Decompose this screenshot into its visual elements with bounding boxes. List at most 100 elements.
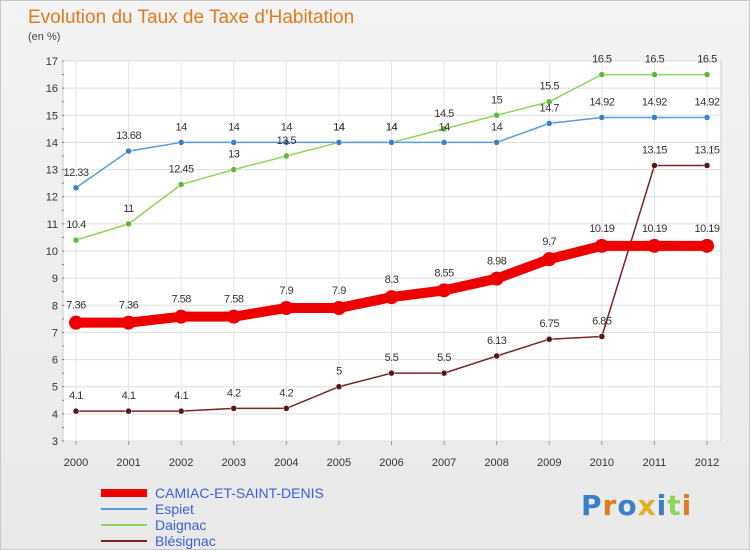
data-label: 14 [228,121,240,133]
data-point [335,139,343,146]
x-tick-label: 2006 [379,457,403,469]
data-label: 10.19 [694,223,719,235]
y-tick-label: 14 [46,137,58,149]
x-tick-label: 2007 [432,457,456,469]
legend-swatch [101,508,147,510]
data-point [384,290,399,305]
data-label: 4.1 [174,390,188,402]
data-point [125,147,132,155]
data-label: 14 [333,121,345,133]
data-label: 11 [123,203,134,215]
data-point [493,139,500,146]
data-point [598,333,606,340]
legend-swatch [101,489,147,497]
logo-letter: o [617,489,638,522]
x-tick-label: 2009 [537,457,561,469]
data-label: 7.9 [279,285,293,297]
data-point [388,139,395,146]
data-label: 13.5 [277,135,297,147]
data-label: 5 [336,366,342,378]
x-tick-label: 2005 [327,457,351,469]
data-label: 10.4 [66,219,86,231]
data-label: 5.5 [385,352,399,364]
data-label: 8.3 [385,274,399,286]
y-tick-label: 13 [46,165,58,177]
data-point [69,315,83,330]
data-label: 14 [438,121,450,133]
data-point [283,152,290,160]
data-point [703,162,711,169]
data-point [493,112,500,119]
data-point [651,71,658,78]
data-label: 6.85 [592,316,612,328]
data-label: 15.5 [540,81,560,93]
data-label: 10.19 [642,223,667,235]
data-point [388,369,395,377]
data-point [121,315,136,330]
data-point [72,407,80,415]
data-point [177,139,185,146]
data-point [72,236,80,244]
y-tick-label: 8 [52,300,58,312]
data-point [72,184,80,192]
legend-swatch [101,524,147,526]
data-point [331,301,346,315]
y-tick-label: 16 [46,83,58,95]
data-point [546,335,553,343]
data-label: 4.2 [227,387,241,399]
data-label: 14 [281,121,293,133]
legend-label: Blésignac [155,533,216,549]
data-label: 14 [491,121,503,133]
data-point [440,139,448,146]
y-tick-label: 12 [46,192,58,204]
data-point [598,114,606,121]
data-label: 10.19 [589,223,614,235]
data-point [230,166,237,173]
data-label: 13 [228,149,240,161]
y-tick-label: 11 [47,219,58,231]
data-point [493,352,500,360]
data-label: 9.7 [542,236,556,248]
data-point [489,271,504,286]
data-label: 16.5 [697,54,717,66]
data-label: 13.68 [116,130,141,142]
data-label: 14.92 [694,96,719,108]
y-tick-label: 7 [52,327,58,339]
legend-label: CAMIAC-ET-SAINT-DENIS [155,485,324,501]
x-tick-label: 2012 [695,457,719,469]
data-label: 7.58 [171,294,191,306]
y-tick-label: 15 [46,110,58,122]
data-label: 12.45 [169,164,194,176]
data-point [230,405,237,412]
data-point [542,252,557,267]
data-label: 8.55 [434,267,454,279]
data-point [279,301,294,315]
logo-letter: P [581,489,603,522]
data-label: 7.58 [224,294,244,306]
data-point [125,407,132,415]
data-label: 16.5 [645,54,665,66]
data-label: 14.5 [434,108,454,120]
data-label: 16.5 [592,54,612,66]
y-tick-label: 9 [52,273,58,285]
legend-item: Espiet [101,501,324,517]
data-label: 4.2 [279,387,293,399]
data-point [651,162,658,169]
data-label: 5.5 [437,352,451,364]
x-tick-label: 2000 [64,457,88,469]
chart-title: Evolution du Taux de Taxe d'Habitation [28,7,355,28]
legend-label: Daignac [155,517,207,533]
data-point [647,238,662,253]
data-label: 7.36 [119,300,139,312]
data-point [651,114,658,121]
unit-label: (en %) [28,31,61,43]
data-label: 13.15 [694,145,719,157]
proxiti-logo: Proxiti [581,489,692,522]
data-point [594,238,609,253]
data-label: 14 [386,121,398,133]
data-label: 12.33 [63,167,88,179]
data-point [440,125,448,133]
data-label: 4.1 [122,390,136,402]
data-label: 14 [386,121,398,133]
